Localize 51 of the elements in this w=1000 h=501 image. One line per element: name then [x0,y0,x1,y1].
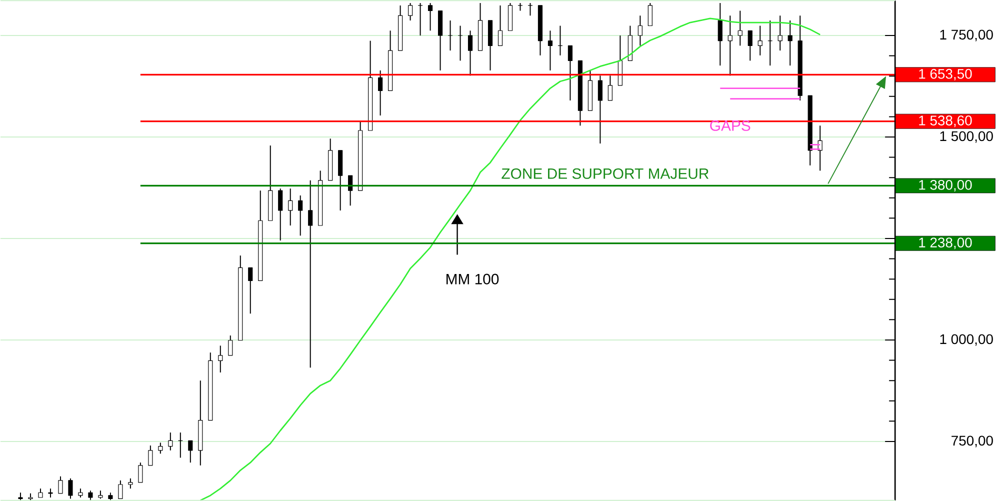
candlestick [308,180,313,368]
candlestick [718,2,722,66]
candlestick [278,188,283,241]
annotation: ZONE DE SUPPORT MAJEUR [502,168,709,179]
y-tick-label: 1 000,00 [940,334,993,346]
candlestick [728,15,732,76]
candlestick [528,2,533,16]
candlestick [128,478,133,489]
series-label: MM 100 [446,274,499,284]
candlestick [738,10,742,46]
candlestick [408,2,413,21]
candlestick [758,25,762,56]
candlestick [148,444,153,466]
y-tick-label: 750,00 [952,436,993,448]
candlestick [228,334,233,356]
y-tick-label: 1 500,00 [940,131,993,143]
candlestick [188,440,193,463]
ref-line-label: 1 538,60 [919,115,972,127]
candlestick [348,174,353,206]
candlestick [608,75,612,101]
candlestick [748,30,752,62]
candlestick [778,15,782,51]
candlestick [638,15,642,46]
candlestick [288,188,293,226]
candlestick [168,432,173,451]
candlestick [378,70,383,116]
candlestick [428,2,433,32]
candlestick [548,30,553,71]
y-tick-label: 1 750,00 [940,30,993,42]
annotation: GAPS [710,120,750,131]
candlestick [788,20,792,66]
candlestick [88,490,93,501]
ref-line-label: 1 380,00 [919,180,972,192]
candlestick [448,20,453,51]
ref-line-label: 1 238,00 [919,237,972,249]
candlestick [68,478,73,500]
candlestick [458,25,463,62]
candlestick [298,194,303,236]
candlestick [498,4,503,46]
candlestick [218,345,223,373]
candlestick [568,45,573,101]
candlestick [138,462,143,483]
candlestick [158,442,163,454]
candlestick [58,476,63,494]
ref-line-label: 1 653,50 [919,68,972,80]
candlestick [418,2,423,36]
candlestick [468,30,473,76]
candlestick [648,2,652,26]
candlestick [118,480,123,500]
candlestick [248,267,253,314]
candlestick [598,75,603,144]
